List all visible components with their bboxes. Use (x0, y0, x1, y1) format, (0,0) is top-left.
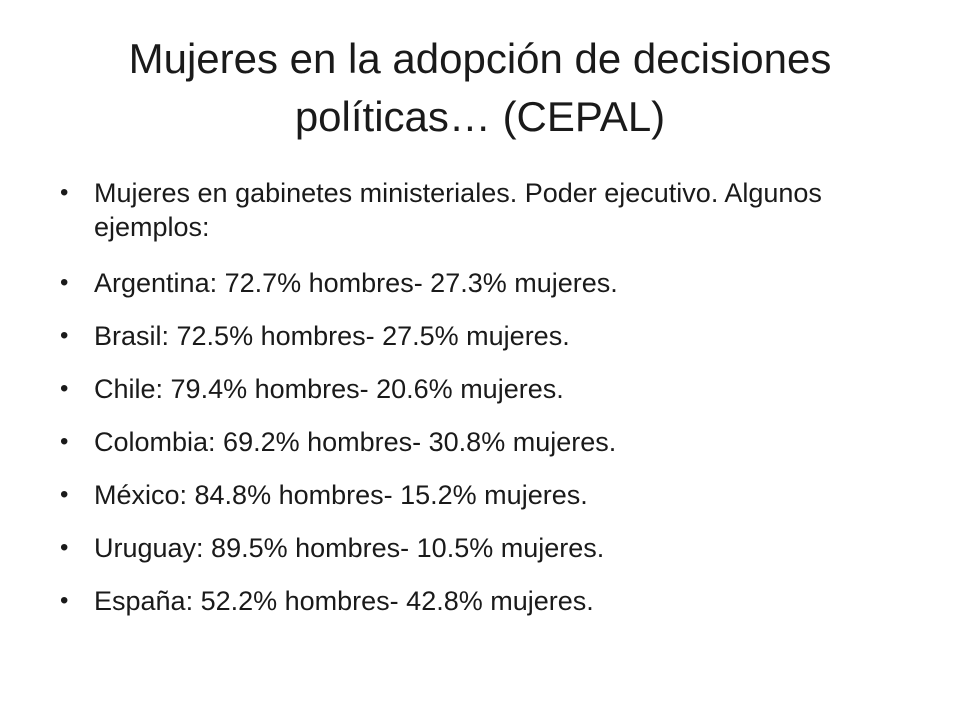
bullet-item-intro: • Mujeres en gabinetes ministeriales. Po… (60, 176, 860, 244)
bullet-text: Colombia: 69.2% hombres- 30.8% mujeres. (94, 427, 617, 457)
bullet-icon: • (60, 179, 69, 206)
bullet-text: Brasil: 72.5% hombres- 27.5% mujeres. (94, 321, 570, 351)
bullet-icon: • (60, 534, 69, 561)
bullet-text: Uruguay: 89.5% hombres- 10.5% mujeres. (94, 533, 605, 563)
bullet-item-brasil: • Brasil: 72.5% hombres- 27.5% mujeres. (60, 319, 860, 353)
slide-title: Mujeres en la adopción de decisiones pol… (128, 35, 832, 140)
bullet-item-espana: • España: 52.2% hombres- 42.8% mujeres. (60, 584, 860, 618)
bullet-text: Argentina: 72.7% hombres- 27.3% mujeres. (94, 268, 618, 298)
bullet-item-mexico: • México: 84.8% hombres- 15.2% mujeres. (60, 478, 860, 512)
bullet-icon: • (60, 428, 69, 455)
bullet-text: Chile: 79.4% hombres- 20.6% mujeres. (94, 374, 564, 404)
bullet-text: Mujeres en gabinetes ministeriales. Pode… (94, 178, 822, 242)
bullet-icon: • (60, 375, 69, 402)
bullet-icon: • (60, 269, 69, 296)
bullet-item-colombia: • Colombia: 69.2% hombres- 30.8% mujeres… (60, 425, 860, 459)
bullet-item-uruguay: • Uruguay: 89.5% hombres- 10.5% mujeres. (60, 531, 860, 565)
bullet-icon: • (60, 587, 69, 614)
bullet-item-argentina: • Argentina: 72.7% hombres- 27.3% mujere… (60, 266, 860, 300)
bullet-icon: • (60, 322, 69, 349)
bullet-text: México: 84.8% hombres- 15.2% mujeres. (94, 480, 588, 510)
bullet-item-chile: • Chile: 79.4% hombres- 20.6% mujeres. (60, 372, 860, 406)
bullet-icon: • (60, 481, 69, 508)
bullet-text: España: 52.2% hombres- 42.8% mujeres. (94, 586, 594, 616)
bullet-list: • Mujeres en gabinetes ministeriales. Po… (60, 176, 860, 637)
